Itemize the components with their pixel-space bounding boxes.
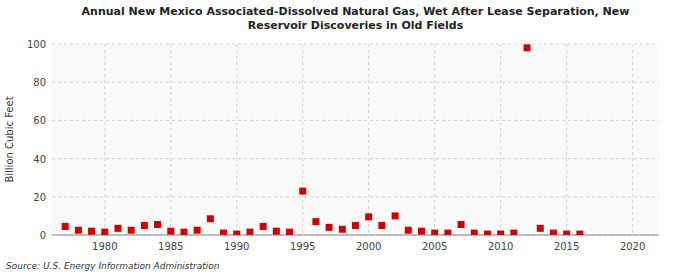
y-axis-label: Billion Cubic Feet [4, 96, 15, 182]
point [246, 229, 253, 235]
point [444, 230, 451, 235]
point [497, 231, 504, 235]
point [141, 222, 148, 229]
y-tick-label: 20 [33, 192, 46, 203]
x-grid-line [170, 44, 171, 235]
point [207, 215, 214, 222]
y-grid-line [52, 158, 659, 159]
x-tick-label: 2010 [488, 241, 513, 252]
point [114, 225, 121, 232]
source-note: Source: U.S. Energy Information Administ… [6, 261, 220, 271]
points [62, 44, 584, 235]
point [154, 221, 161, 228]
point [352, 222, 359, 229]
point [471, 230, 478, 235]
y-grid-line [52, 196, 659, 197]
point [378, 222, 385, 229]
point [405, 227, 412, 234]
point [339, 226, 346, 233]
x-grid-line [368, 44, 369, 235]
point [392, 212, 399, 219]
point [194, 227, 201, 234]
x-grid-line [566, 44, 567, 235]
grid [52, 44, 659, 235]
y-tick-label: 80 [33, 77, 46, 88]
x-tick-label: 1985 [158, 241, 183, 252]
x-tick-label: 2005 [422, 241, 447, 252]
x-tick-label: 2015 [554, 241, 579, 252]
point [484, 231, 491, 235]
x-tick-label: 2000 [356, 241, 381, 252]
x-tick-label: 1980 [92, 241, 117, 252]
point [62, 223, 69, 230]
point [260, 223, 267, 230]
y-tick-label: 40 [33, 154, 46, 165]
point [418, 228, 425, 235]
point [326, 224, 333, 231]
y-grid-line [52, 120, 659, 121]
point [524, 44, 531, 51]
y-grid-line [52, 44, 659, 45]
point [286, 229, 293, 235]
chart: Annual New Mexico Associated-Dissolved N… [0, 0, 675, 275]
plot-area [52, 44, 659, 235]
point [537, 225, 544, 232]
point [431, 230, 438, 235]
point [220, 230, 227, 235]
point [167, 228, 174, 235]
x-grid-line [104, 44, 105, 235]
point [128, 227, 135, 234]
point [550, 230, 557, 235]
point [75, 227, 82, 234]
x-grid-line [632, 44, 633, 235]
x-tick-label: 1990 [224, 241, 249, 252]
point [88, 228, 95, 235]
point [180, 229, 187, 235]
point [312, 218, 319, 225]
x-tick-label: 2020 [620, 241, 645, 252]
point [273, 228, 280, 235]
point [365, 213, 372, 220]
point [101, 229, 108, 235]
point [576, 231, 583, 235]
x-grid-line [302, 44, 303, 235]
point [510, 230, 517, 235]
x-grid-line [434, 44, 435, 235]
y-tick-label: 100 [27, 39, 46, 50]
point [233, 231, 240, 235]
y-grid-line [52, 82, 659, 83]
x-grid-line [236, 44, 237, 235]
point [458, 221, 465, 228]
x-grid-line [500, 44, 501, 235]
point [563, 231, 570, 235]
y-tick-label: 60 [33, 115, 46, 126]
title: Annual New Mexico Associated-Dissolved N… [82, 5, 630, 32]
x-tick-label: 1995 [290, 241, 315, 252]
point [299, 188, 306, 195]
y-tick-label: 0 [40, 230, 46, 241]
